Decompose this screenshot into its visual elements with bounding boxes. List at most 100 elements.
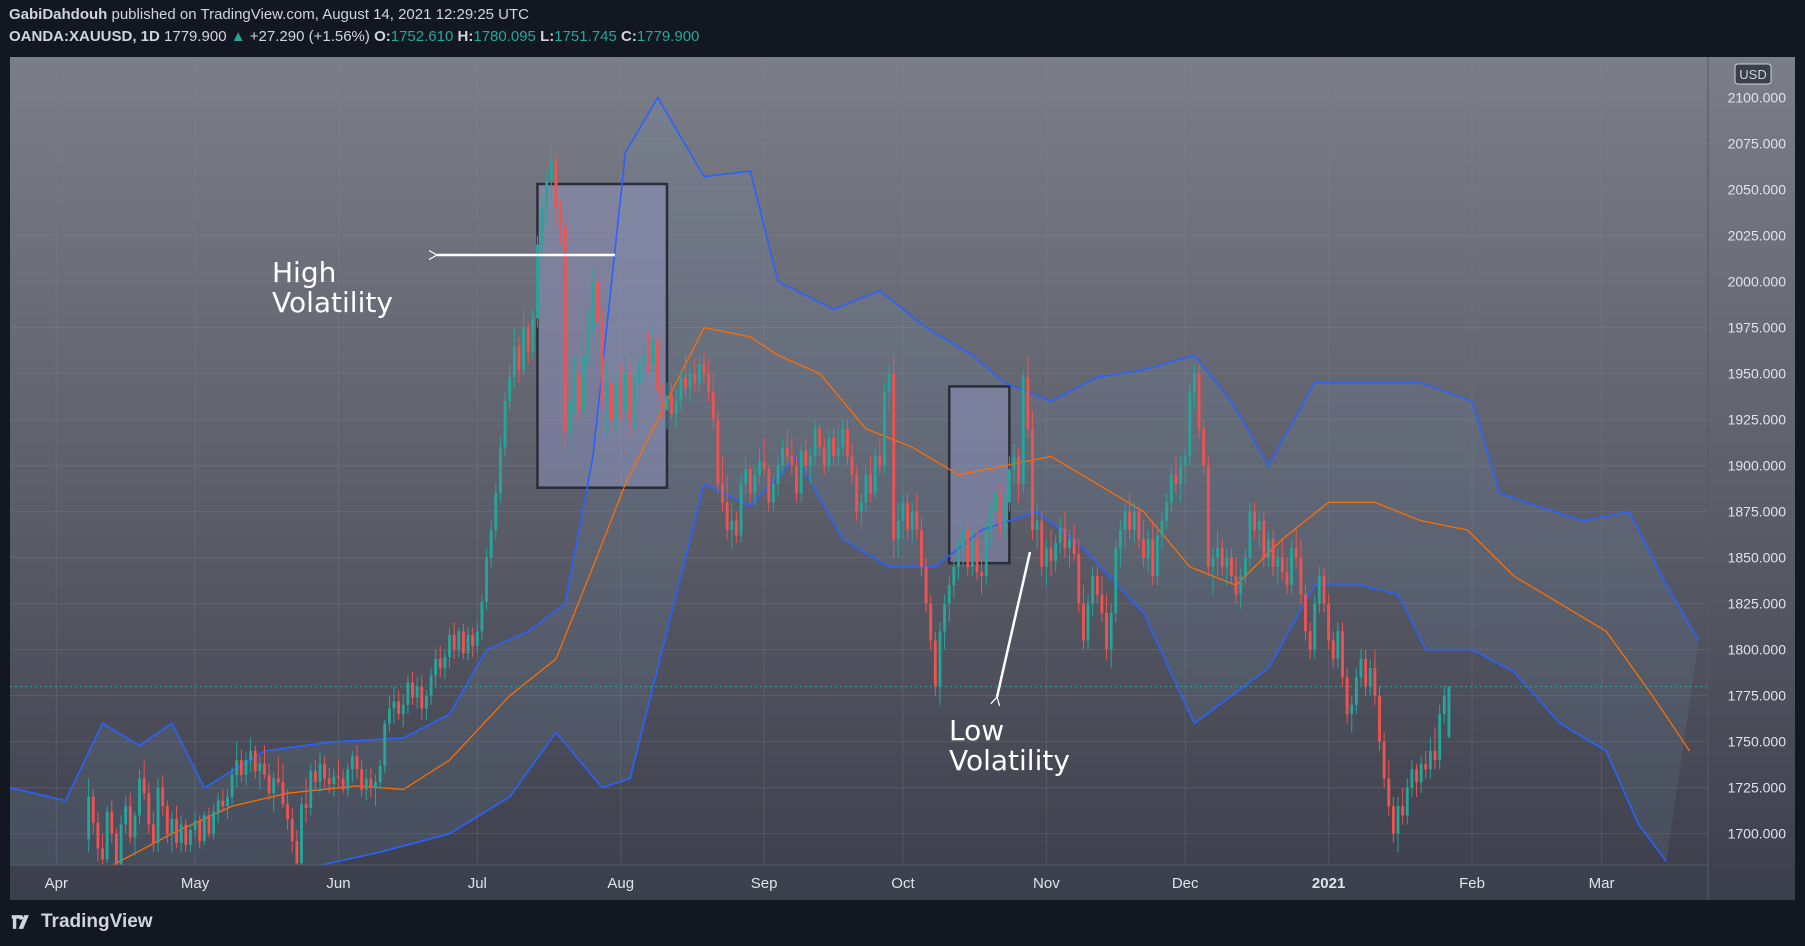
candle [272, 772, 276, 812]
candle [1081, 585, 1085, 650]
candle-body [1299, 557, 1303, 595]
candle [87, 778, 91, 853]
price-tick-label: 1800.000 [1728, 642, 1787, 658]
candle [378, 760, 382, 790]
candle [989, 502, 993, 549]
candle-body [721, 484, 724, 503]
candle [517, 336, 521, 383]
candle [1197, 364, 1201, 438]
candle [429, 668, 433, 705]
candle-body [309, 771, 313, 808]
candle-body [600, 322, 604, 402]
candle [748, 465, 752, 503]
candle-body [1216, 548, 1220, 558]
candle-body [915, 511, 919, 531]
candle [947, 576, 951, 623]
candle-body [573, 373, 576, 402]
annotation-line: Low [949, 714, 1004, 747]
candle [605, 364, 609, 438]
candle-body [1428, 750, 1432, 770]
candle [1077, 539, 1081, 613]
candle [790, 437, 794, 475]
candle [573, 355, 576, 415]
candle-body [906, 502, 910, 531]
candle-body [249, 750, 253, 761]
candle [156, 778, 160, 853]
candle [660, 382, 664, 420]
time-tick-label: 2021 [1312, 875, 1345, 892]
candle-body [1267, 539, 1270, 558]
candle-body [1304, 594, 1307, 632]
candle [568, 391, 572, 457]
candle [1294, 530, 1298, 567]
candle-body [864, 474, 868, 503]
candle-body [1114, 548, 1118, 613]
candle-body [235, 760, 239, 775]
candle-body [827, 437, 831, 466]
candle-body [156, 787, 160, 843]
candle [401, 693, 405, 727]
candle [128, 793, 132, 843]
candle-body [1012, 456, 1016, 470]
candle [1183, 447, 1187, 485]
author-name[interactable]: GabiDahdouh [9, 6, 108, 23]
candle-body [1160, 520, 1164, 536]
candle [1382, 732, 1386, 788]
price-axis[interactable]: 2100.000 2075.000 2050.000 2025.000 2000.000… [1728, 89, 1787, 841]
candle-body [869, 474, 873, 494]
candle-body [448, 634, 451, 658]
candle [489, 520, 493, 567]
plot-area [10, 57, 1708, 865]
candle [693, 358, 697, 392]
candle [1271, 530, 1275, 577]
candle [1415, 763, 1418, 797]
time-tick-label: Dec [1172, 875, 1199, 892]
candle-body [1118, 530, 1122, 549]
bollinger-lower-band [318, 455, 1668, 865]
time-tick-label: Sep [751, 875, 778, 892]
candle [1174, 456, 1178, 494]
low-volatility-label: Low Volatility [949, 714, 1070, 777]
candle-body [795, 465, 798, 494]
candle [771, 474, 775, 512]
candle [323, 756, 327, 788]
candle [406, 675, 410, 715]
candle [1137, 506, 1141, 549]
price-tick-label: 1700.000 [1728, 826, 1787, 842]
candle-body [665, 395, 669, 411]
candle-body [762, 461, 766, 470]
candle [957, 539, 960, 580]
candle-body [1354, 677, 1358, 705]
candle [1091, 566, 1095, 617]
candle-body [975, 539, 979, 573]
candle-body [679, 377, 683, 402]
candle [1220, 539, 1224, 577]
candle [369, 767, 373, 797]
candle [110, 800, 114, 843]
candle-body [1248, 511, 1252, 558]
candle [596, 272, 600, 337]
candle [1169, 465, 1173, 512]
candle-body [845, 428, 849, 457]
candle [1438, 704, 1442, 770]
tradingview-footer[interactable]: TradingView [9, 911, 153, 933]
candle [101, 833, 104, 865]
candle [920, 517, 923, 577]
price-tick-label: 1950.000 [1728, 366, 1787, 382]
candle [670, 382, 674, 420]
candle [1105, 594, 1108, 659]
candle-body [980, 572, 984, 577]
candle-body [369, 778, 373, 788]
time-axis[interactable]: Apr May Jun Jul Aug Sep Oct Nov Dec 2021 Feb Mar [45, 875, 1615, 892]
candle [1225, 548, 1229, 586]
currency-badge[interactable]: USD [1734, 63, 1772, 85]
candle-body [1294, 548, 1298, 558]
candle-body [970, 539, 974, 567]
candle [591, 266, 595, 337]
candle [531, 309, 535, 359]
candle [360, 760, 364, 797]
candle [230, 767, 234, 805]
open-value: 1752.610 [390, 28, 454, 45]
candle-body [591, 281, 595, 328]
